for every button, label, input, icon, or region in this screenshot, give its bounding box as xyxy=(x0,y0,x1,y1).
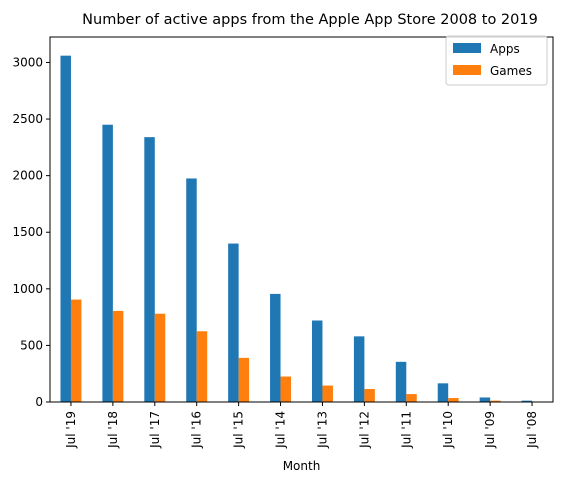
bar-games-1 xyxy=(112,310,124,402)
bar-apps-0 xyxy=(60,55,71,403)
bar-games-5 xyxy=(280,376,292,402)
bar-games-4 xyxy=(238,357,250,402)
y-tick-label-6: 3000 xyxy=(12,55,43,69)
bar-games-0 xyxy=(70,299,82,402)
legend-label-games: Games xyxy=(490,64,532,78)
bar-apps-8 xyxy=(395,361,407,402)
bar-apps-9 xyxy=(437,383,449,402)
bar-apps-5 xyxy=(270,293,281,402)
legend-label-apps: Apps xyxy=(490,42,520,56)
legend-swatch-games xyxy=(453,65,481,75)
bar-games-10 xyxy=(490,400,501,402)
bar-games-8 xyxy=(406,394,417,402)
x-axis-label: Month xyxy=(283,459,321,473)
x-tick-label-3: Jul '16 xyxy=(190,411,204,449)
x-tick-label-5: Jul '14 xyxy=(274,411,288,449)
x-tick-label-8: Jul '11 xyxy=(399,411,413,449)
x-axis: Jul '19 Jul '18 Jul '17 Jul '16 Jul '15 Jul '… xyxy=(64,402,539,449)
x-tick-label-0: Jul '19 xyxy=(64,411,78,449)
bar-apps-7 xyxy=(353,336,365,402)
bar-games-9 xyxy=(448,398,459,402)
bar-apps-1 xyxy=(102,124,113,403)
y-tick-label-5: 2500 xyxy=(12,112,43,126)
x-tick-label-6: Jul '13 xyxy=(315,411,329,449)
chart-title: Number of active apps from the Apple App… xyxy=(82,12,538,28)
x-tick-label-9: Jul '10 xyxy=(441,411,455,449)
bar-games-7 xyxy=(364,388,375,402)
bar-apps-3 xyxy=(186,178,197,402)
x-tick-label-1: Jul '18 xyxy=(106,411,120,449)
x-tick-label-7: Jul '12 xyxy=(357,411,371,449)
y-axis: 0 500 1000 1500 2000 2500 3000 xyxy=(12,55,50,409)
x-tick-label-11: Jul '08 xyxy=(525,411,539,449)
legend-swatch-apps xyxy=(453,43,481,53)
bars-layer xyxy=(60,55,543,403)
bar-apps-11 xyxy=(521,400,533,402)
y-tick-label-1: 500 xyxy=(20,338,43,352)
y-tick-label-2: 1000 xyxy=(12,282,43,296)
bar-apps-10 xyxy=(479,397,491,402)
x-tick-label-2: Jul '17 xyxy=(148,411,162,449)
bar-games-2 xyxy=(154,313,166,402)
bar-games-3 xyxy=(196,331,208,402)
legend: Apps Games xyxy=(445,35,548,86)
x-tick-label-4: Jul '15 xyxy=(232,411,246,449)
plot-frame xyxy=(49,36,554,403)
bar-apps-6 xyxy=(311,320,323,402)
y-tick-label-3: 1500 xyxy=(12,225,43,239)
bar-apps-4 xyxy=(228,243,239,402)
y-tick-label-0: 0 xyxy=(35,395,43,409)
bar-games-6 xyxy=(322,385,333,402)
x-tick-label-10: Jul '09 xyxy=(483,411,497,449)
y-tick-label-4: 2000 xyxy=(12,169,43,183)
bar-apps-2 xyxy=(144,137,155,402)
